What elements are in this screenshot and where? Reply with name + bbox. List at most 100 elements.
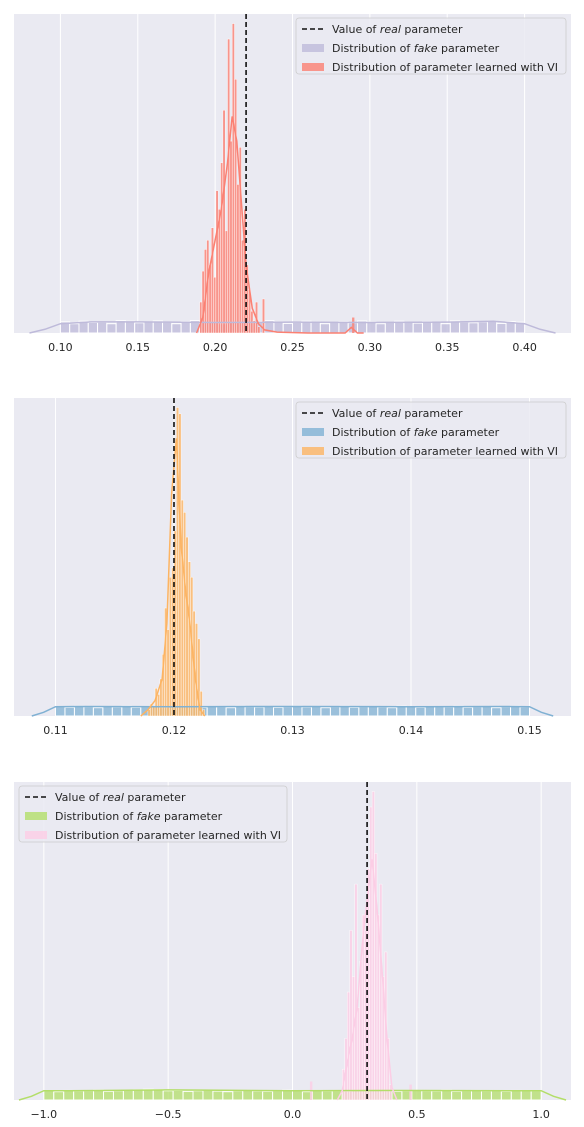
fake-bar [486,320,498,334]
vi-bar [199,301,203,334]
vi-bar [185,536,189,717]
legend-vi-handle [302,63,324,71]
fake-bar [367,705,379,717]
fake-bar [421,1090,433,1101]
fake-bar [481,705,493,717]
x-tick-label: 0.15 [126,341,151,354]
fake-bar [122,1089,134,1101]
vi-bar [241,239,244,334]
vi-bar [222,110,226,334]
fake-bar [102,705,113,717]
x-tick-label: 0.0 [284,1108,302,1121]
fake-bar [490,1090,502,1101]
fake-bar [132,1089,144,1101]
vi-bar [352,317,355,333]
chart-panel-1: 0.10 0.15 0.20 0.25 0.30 0.35 0.40 Value of rea… [14,14,571,354]
fake-bar [180,321,191,334]
fake-bar [134,322,145,334]
x-tick-label: 0.14 [399,724,424,737]
vi-bar [347,991,350,1101]
x-tick-label: −1.0 [30,1108,57,1121]
legend-label: Value of real parameter [332,23,463,36]
fake-bar [434,706,445,717]
fake-bar [112,1090,124,1101]
fake-bar [424,705,436,717]
fake-bar [292,1090,303,1101]
fake-bar [321,1090,333,1101]
vi-bar [227,38,231,334]
fake-bar [262,1090,274,1101]
vi-bar [354,883,358,1101]
legend: Value of real parameter Distribution of f… [295,17,567,75]
chart-panel-2: 0.11 0.12 0.13 0.14 0.15 Value of real parame… [14,398,571,737]
fake-bar [500,1090,512,1101]
vi-bar [236,184,240,334]
vi-bar [201,270,205,334]
fake-bar [377,706,388,717]
legend-vi-handle [302,447,324,455]
fake-bar [358,706,369,717]
fake-bar [412,322,423,334]
fake-bar [440,323,451,334]
fake-bar [124,320,136,334]
vi-kde-line [336,859,398,1101]
fake-bar [348,706,360,717]
legend-label: Distribution of parameter learned with V… [332,61,558,74]
vi-bar [188,561,191,717]
fake-bar [311,1089,323,1101]
fake-bar [87,321,99,334]
legend: Value of real parameter Distribution of f… [295,401,567,459]
fake-bar [235,705,246,717]
fake-bar [216,706,227,717]
legend-label: Distribution of parameter learned with V… [55,829,281,842]
legend-vi-handle [25,831,47,839]
fake-bar [462,706,474,717]
vi-bar [369,806,373,1101]
fake-bar [69,323,80,334]
fake-bar [510,705,521,717]
vi-bar [218,209,221,334]
fake-bar [375,323,386,334]
chart-panel-3: −1.0 −0.5 0.0 0.5 1.0 Value of real parameter… [14,782,571,1121]
fake-bar [83,706,94,717]
fake-bar [63,1089,75,1101]
fake-bar [329,706,341,717]
fake-bar [282,1089,293,1101]
fake-bar [530,1090,542,1101]
legend-fake-handle [302,428,324,436]
fake-bar [53,1091,65,1101]
fake-bar [384,321,396,334]
fake-bar [310,321,321,334]
fake-bar [451,1090,463,1101]
fake-bar [43,1090,55,1101]
x-tick-label: 0.20 [203,341,228,354]
fake-bar [244,706,256,717]
fake-kde-line [18,1089,567,1101]
vi-bar [166,629,170,717]
fake-bar [222,1091,234,1101]
fake-bar [366,321,377,334]
fake-bar [431,1090,443,1101]
vi-bar [213,277,217,334]
fake-bar [111,706,123,717]
legend-box [295,17,567,75]
fake-bar [431,321,442,334]
x-tick-label: 0.13 [280,724,305,737]
fake-bar [411,1089,423,1101]
vi-bar [257,326,261,334]
vi-bar [356,1007,360,1101]
vi-bar [229,140,233,334]
fake-bar [491,707,502,717]
fake-bar [212,1090,224,1101]
legend-fake-handle [25,812,47,820]
vi-kde-line [140,438,206,717]
fake-bar [459,321,470,334]
fake-kde-line [29,320,556,334]
fake-bar [468,322,479,334]
vi-bar [180,499,184,717]
fake-bar [471,1089,482,1101]
fake-bar [310,705,322,717]
x-tick-label: 0.11 [43,724,68,737]
fake-bar [282,706,293,717]
